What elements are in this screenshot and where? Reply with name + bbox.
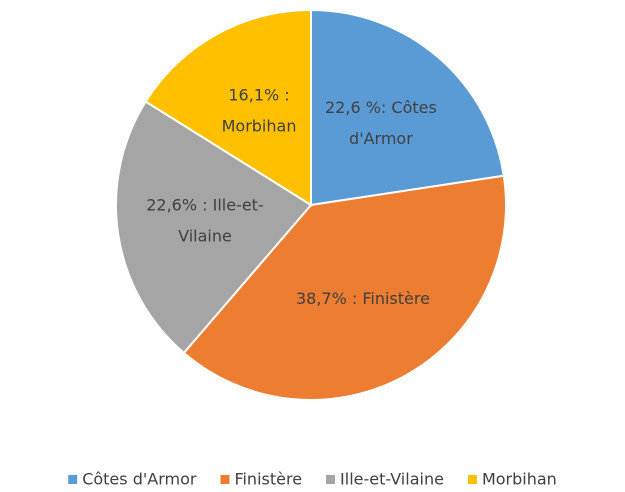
data-label-line: 22,6% : Ille-et- xyxy=(146,195,264,214)
data-label-line: 38,7% : Finistère xyxy=(296,288,430,307)
legend: Côtes d'Armor Finistère Ille-et-Vilaine Mor… xyxy=(68,470,557,489)
data-label: 16,1% : Morbihan xyxy=(222,85,297,135)
legend-swatch xyxy=(326,475,336,484)
data-label-line: Morbihan xyxy=(222,116,297,135)
data-label: 38,7% : Finistère xyxy=(296,288,430,307)
pie-slice xyxy=(115,100,313,355)
data-label-line: d'Armor xyxy=(349,129,413,148)
legend-label: Ille-et-Vilaine xyxy=(340,470,444,489)
legend-swatch xyxy=(220,475,230,484)
data-label: 22,6% : Ille-et- Vilaine xyxy=(146,195,264,245)
data-label: 22,6 %: Côtes d'Armor xyxy=(325,98,437,148)
data-label-line: 16,1% : xyxy=(228,85,289,104)
legend-swatch xyxy=(68,475,78,484)
data-label-line: Vilaine xyxy=(178,226,232,245)
data-label-line: 22,6 %: Côtes xyxy=(325,98,437,117)
legend-swatch xyxy=(467,475,477,484)
pie-slice xyxy=(310,8,505,207)
pie-slice xyxy=(182,174,507,402)
legend-label: Finistère xyxy=(234,470,302,489)
legend-label: Côtes d'Armor xyxy=(82,470,197,489)
legend-label: Morbihan xyxy=(482,470,557,489)
pie-slice xyxy=(144,8,312,207)
